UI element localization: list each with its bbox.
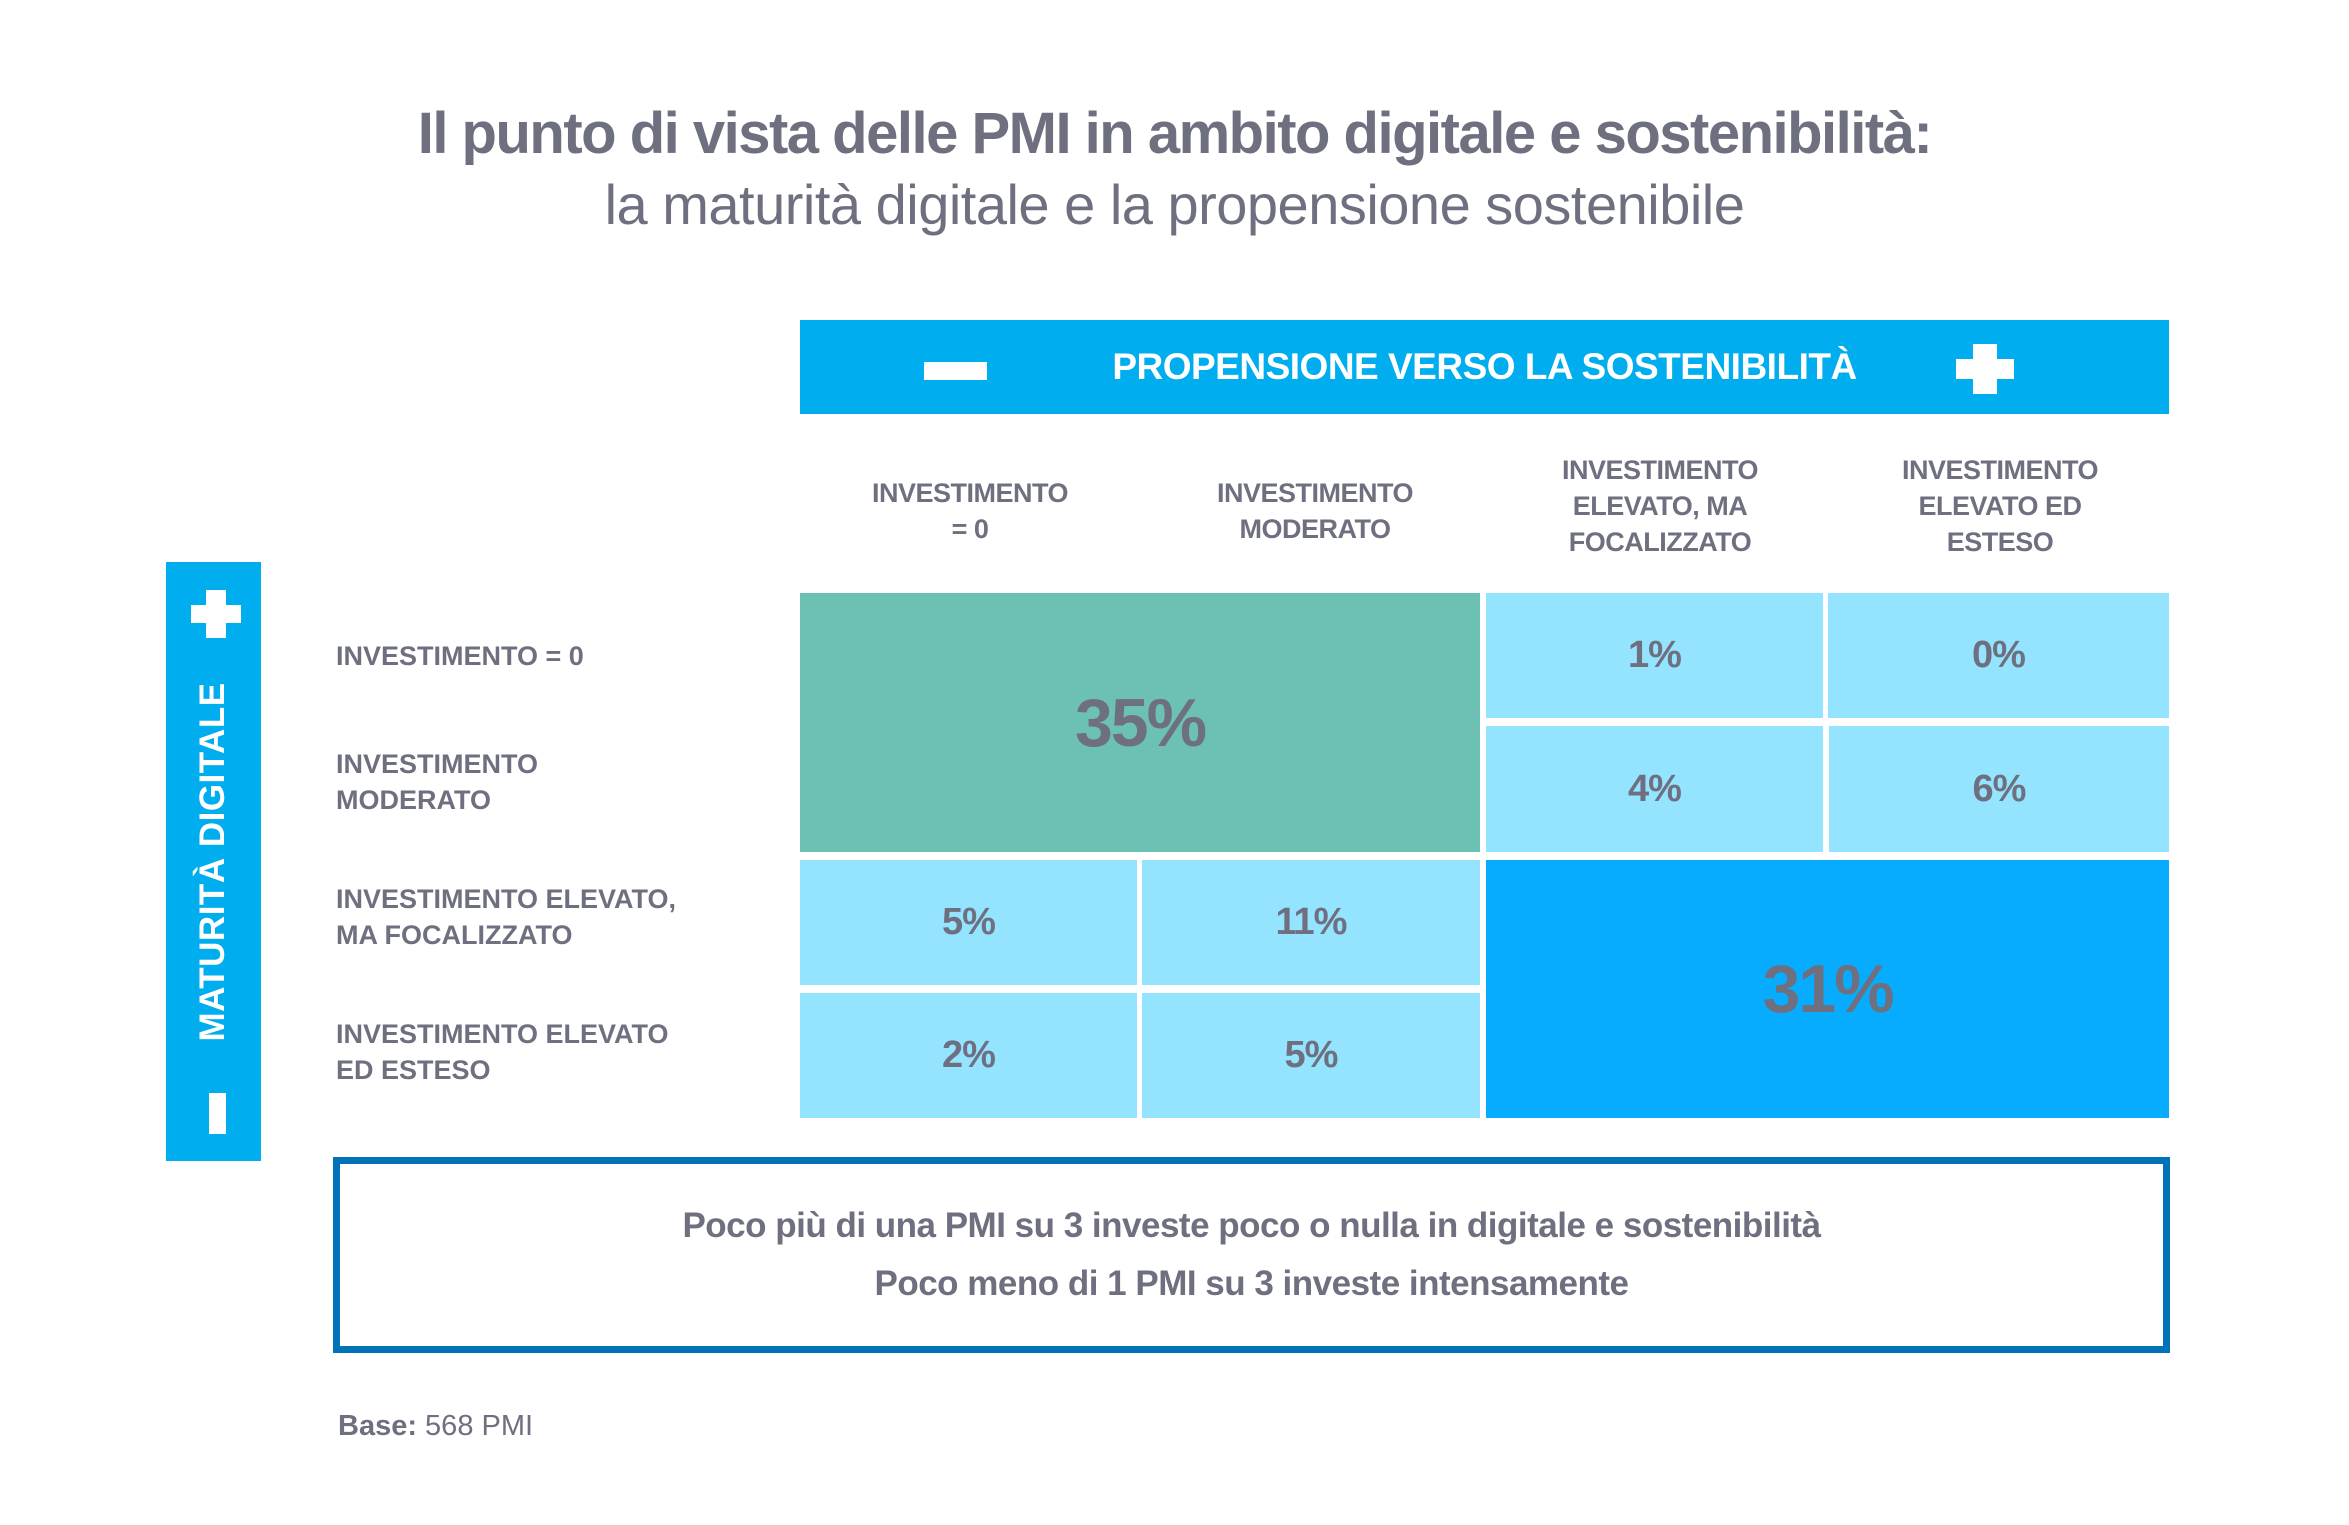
- matrix-cell: 11%: [1142, 860, 1480, 985]
- y-axis-bar: MATURITÀ DIGITALE: [166, 562, 261, 1161]
- chart-title: Il punto di vista delle PMI in ambito di…: [417, 101, 1933, 166]
- row-label: INVESTIMENTO MODERATO: [336, 749, 539, 815]
- matrix-cell: 5%: [800, 860, 1137, 985]
- x-axis-label: PROPENSIONE VERSO LA SOSTENIBILITÀ: [1112, 346, 1857, 387]
- column-header: INVESTIMENTO ELEVATO ED ESTESO: [1901, 455, 2099, 557]
- row-label: INVESTIMENTO ELEVATO, MA FOCALIZZATO: [336, 884, 677, 950]
- column-header: INVESTIMENTO = 0: [871, 478, 1069, 544]
- row-label: INVESTIMENTO = 0: [336, 641, 584, 671]
- matrix-cell: 5%: [1142, 993, 1480, 1118]
- row-label: INVESTIMENTO ELEVATO ED ESTESO: [336, 1019, 669, 1085]
- plus-icon: [1956, 344, 2014, 394]
- base-value: 568 PMI: [417, 1410, 534, 1442]
- minus-icon: [209, 1093, 226, 1134]
- base-label: Base:: [338, 1410, 417, 1442]
- matrix-cell: 4%: [1486, 726, 1823, 852]
- minus-icon: [924, 362, 987, 380]
- matrix-cell: 1%: [1486, 593, 1823, 718]
- y-axis-label: MATURITÀ DIGITALE: [193, 682, 232, 1042]
- plus-icon: [191, 590, 241, 638]
- callout-line-2: Poco meno di 1 PMI su 3 investe intensam…: [874, 1264, 1629, 1303]
- chart-subtitle: la maturità digitale e la propensione so…: [604, 173, 1745, 236]
- matrix-cell: 2%: [800, 993, 1137, 1118]
- callout-box: Poco più di una PMI su 3 investe poco o …: [333, 1157, 2170, 1353]
- cluster-low-cell: 35%: [800, 593, 1480, 852]
- base-note: Base: 568 PMI: [338, 1410, 533, 1443]
- callout-line-1: Poco più di una PMI su 3 investe poco o …: [682, 1206, 1821, 1245]
- column-header: INVESTIMENTO MODERATO: [1216, 478, 1414, 544]
- matrix-cell: 6%: [1829, 726, 2169, 852]
- cluster-high-cell: 31%: [1486, 860, 2169, 1118]
- column-header: INVESTIMENTO ELEVATO, MA FOCALIZZATO: [1561, 455, 1759, 557]
- matrix-cell: 0%: [1828, 593, 2169, 718]
- x-axis-bar: PROPENSIONE VERSO LA SOSTENIBILITÀ: [800, 320, 2169, 414]
